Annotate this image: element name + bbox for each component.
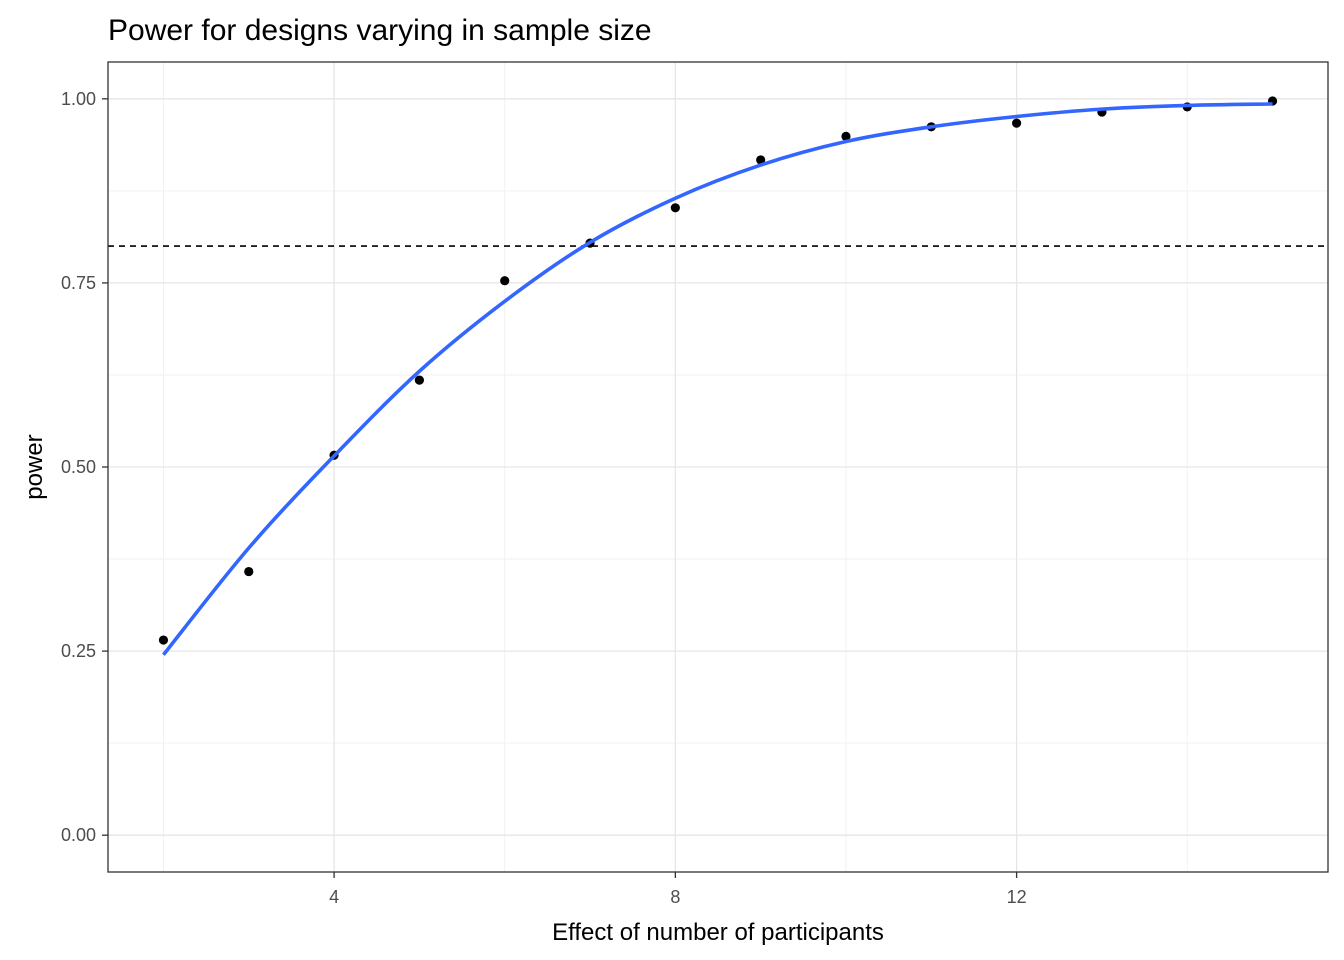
x-tick-label: 12 [1007,887,1027,907]
data-point [670,203,680,213]
smooth-line [162,102,1273,656]
smooth-layer [162,102,1273,656]
y-tick-label: 0.75 [61,273,96,293]
data-point [414,375,424,385]
data-point [756,155,766,165]
x-tick-label: 8 [670,887,680,907]
data-point [158,635,169,645]
data-point [244,566,254,577]
grid-major [108,62,1328,872]
chart-title: Power for designs varying in sample size [108,14,652,47]
y-tick-label: 0.25 [61,641,96,661]
y-tick-label: 0.50 [61,457,96,477]
x-axis-title: Effect of number of participants [552,919,884,946]
data-point [1012,118,1022,128]
data-point [841,131,851,141]
data-point [500,276,510,286]
ticks-layer: 4 8 12 0.00 0.25 0.50 0.75 1.00 [61,89,1027,907]
x-tick-label: 4 [329,887,339,907]
y-tick-label: 0.00 [61,825,96,845]
y-axis-title: power [21,434,48,499]
y-tick-label: 1.00 [61,89,96,109]
grid-minor [108,62,1328,872]
